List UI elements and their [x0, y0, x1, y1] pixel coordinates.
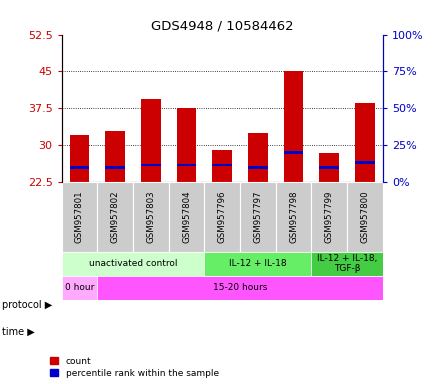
- Bar: [284, 71, 304, 182]
- Text: IL-12 + IL-18,
TGF-β: IL-12 + IL-18, TGF-β: [317, 254, 377, 273]
- Bar: [204, 182, 240, 252]
- Text: GSM957804: GSM957804: [182, 190, 191, 243]
- Text: 0 hour: 0 hour: [65, 283, 94, 292]
- Bar: [62, 182, 97, 252]
- Bar: [141, 99, 161, 182]
- Text: unactivated control: unactivated control: [89, 259, 177, 268]
- Text: time ▶: time ▶: [2, 327, 35, 337]
- Bar: [105, 131, 125, 182]
- Text: GSM957798: GSM957798: [289, 190, 298, 243]
- Bar: [105, 166, 125, 169]
- Bar: [204, 252, 312, 275]
- Bar: [284, 151, 304, 154]
- Title: GDS4948 / 10584462: GDS4948 / 10584462: [151, 19, 293, 32]
- Bar: [177, 164, 196, 166]
- Text: GSM957799: GSM957799: [325, 191, 334, 243]
- Text: GSM957797: GSM957797: [253, 190, 262, 243]
- Text: GSM957800: GSM957800: [360, 190, 370, 243]
- Text: GSM957796: GSM957796: [218, 190, 227, 243]
- Bar: [133, 182, 169, 252]
- Bar: [70, 136, 89, 182]
- Bar: [355, 161, 375, 164]
- Bar: [177, 108, 196, 182]
- Bar: [347, 182, 383, 252]
- Bar: [312, 252, 383, 275]
- Bar: [97, 275, 383, 300]
- Legend: count, percentile rank within the sample: count, percentile rank within the sample: [48, 355, 220, 379]
- Bar: [97, 182, 133, 252]
- Bar: [169, 182, 204, 252]
- Bar: [62, 252, 204, 275]
- Bar: [276, 182, 312, 252]
- Bar: [141, 164, 161, 166]
- Bar: [355, 104, 375, 182]
- Bar: [248, 133, 268, 182]
- Bar: [319, 153, 339, 182]
- Text: GSM957801: GSM957801: [75, 190, 84, 243]
- Text: GSM957803: GSM957803: [147, 190, 155, 243]
- Text: GSM957802: GSM957802: [110, 190, 120, 243]
- Bar: [70, 166, 89, 169]
- Text: protocol ▶: protocol ▶: [2, 300, 52, 310]
- Bar: [319, 166, 339, 169]
- Text: 15-20 hours: 15-20 hours: [213, 283, 267, 292]
- Bar: [213, 164, 232, 166]
- Bar: [62, 275, 97, 300]
- Bar: [248, 166, 268, 169]
- Bar: [240, 182, 276, 252]
- Text: IL-12 + IL-18: IL-12 + IL-18: [229, 259, 287, 268]
- Bar: [312, 182, 347, 252]
- Bar: [213, 150, 232, 182]
